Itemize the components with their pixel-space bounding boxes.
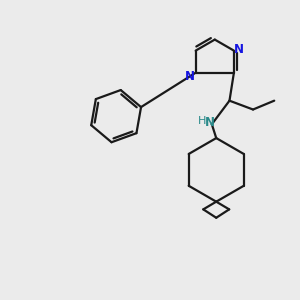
Text: H: H [198, 116, 207, 126]
Text: N: N [185, 70, 195, 83]
Text: N: N [205, 116, 215, 129]
Text: N: N [234, 43, 244, 56]
